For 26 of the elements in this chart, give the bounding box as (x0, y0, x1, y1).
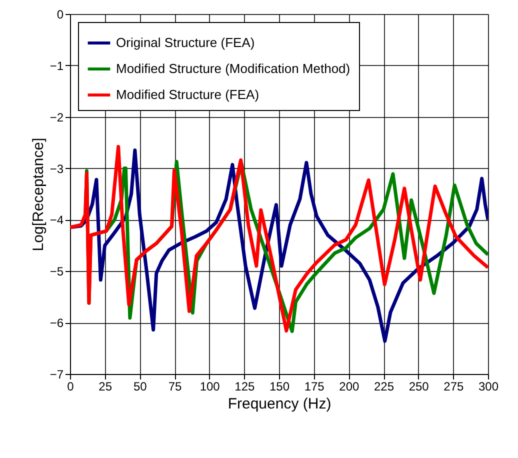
y-tick-label: −4 (50, 213, 64, 228)
y-tick-label: −6 (50, 316, 64, 330)
x-tick-label: 200 (339, 380, 360, 394)
x-axis-title: Frequency (Hz) (228, 396, 332, 412)
x-tick-label: 275 (444, 380, 464, 394)
y-tick-label: −2 (50, 110, 64, 124)
x-tick-label: 125 (234, 380, 255, 394)
x-tick-label: 175 (304, 380, 325, 394)
legend-label: Original Structure (FEA) (116, 35, 255, 50)
x-tick-label: 225 (374, 380, 394, 394)
y-tick-label: −7 (50, 368, 64, 382)
x-tick-label: 150 (269, 380, 290, 394)
x-tick-label: 0 (67, 380, 74, 394)
legend-label: Modified Structure (FEA) (116, 87, 260, 102)
y-tick-label: −1 (50, 58, 64, 73)
legend-label: Modified Structure (Modification Method) (116, 61, 350, 76)
y-tick-label: 0 (56, 8, 64, 22)
x-tick-label: 50 (133, 380, 148, 394)
x-tick-label: 250 (408, 380, 430, 394)
y-tick-label: −5 (50, 264, 64, 279)
x-tick-label: 75 (168, 380, 182, 394)
x-tick-label: 300 (478, 380, 499, 394)
y-tick-label: −3 (50, 162, 64, 176)
x-tick-label: 25 (98, 380, 112, 394)
y-axis-title: Log[Receptance] (30, 138, 47, 252)
x-tick-label: 100 (200, 380, 220, 394)
